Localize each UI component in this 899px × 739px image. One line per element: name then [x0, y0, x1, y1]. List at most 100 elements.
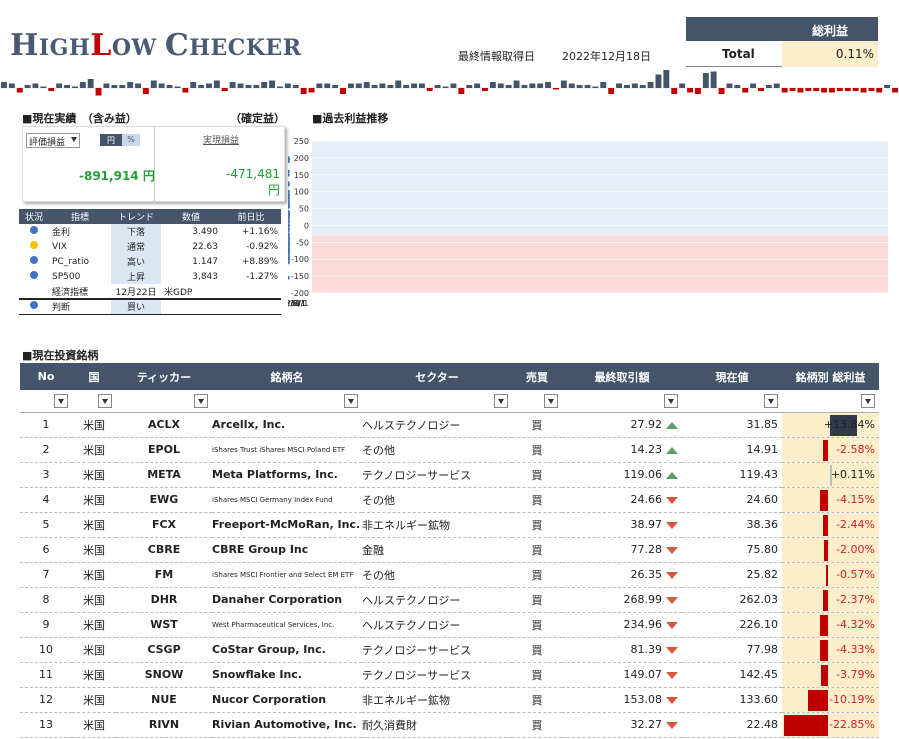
holding-profit: -2.44%: [836, 518, 875, 531]
indicator-change: +8.89%: [241, 256, 278, 267]
sparkline-bar: [868, 88, 875, 91]
econ-date: 12月22日: [115, 287, 157, 298]
col-header-country: 国: [72, 363, 116, 390]
sparkline-bar: [387, 85, 394, 88]
holding-side: 買: [512, 637, 562, 663]
filter-dropdown[interactable]: [494, 393, 508, 408]
title-part: L: [90, 28, 112, 63]
sparkline-bar: [829, 88, 835, 93]
holding-row[interactable]: 13 米国 RIVN Rivian Automotive, Inc. 耐久消費財買 32.…: [20, 712, 879, 738]
holding-row[interactable]: 7 米国 FM iShares MSCI Frontier and Select EM…: [20, 562, 879, 588]
sparkline-bar: [695, 88, 701, 94]
holding-ticker: CBRE: [116, 537, 212, 563]
holdings-table: No 国 ティッカー 銘柄名 セクター 売買 最終取引額 現在値 銘柄別 総利益…: [20, 363, 879, 738]
sparkline-bar: [190, 82, 197, 88]
holding-name: Meta Platforms, Inc.: [212, 462, 362, 488]
sparkline-bar: [87, 79, 94, 88]
sparkline-bar: [245, 85, 252, 88]
profit-point: [288, 157, 290, 162]
sparkline-bar: [316, 83, 323, 88]
triangle-up-icon: [666, 471, 678, 479]
holding-side: 買: [512, 687, 562, 713]
holding-row[interactable]: 1 米国 ACLX Arcellx, Inc. ヘルステクノロジー買 27.92 31.85…: [20, 412, 879, 438]
filter-dropdown[interactable]: [54, 393, 68, 408]
y-tick-label: -150: [291, 272, 309, 281]
filter-dropdown[interactable]: [861, 393, 875, 408]
total-profit-row: Total 0.11%: [686, 41, 878, 67]
unit-percent-toggle[interactable]: %: [122, 134, 140, 146]
holding-country: 米国: [72, 562, 116, 588]
profit-bar: [823, 589, 828, 611]
sparkline-bar: [624, 85, 630, 88]
sparkline-bar: [505, 85, 512, 88]
realized-link[interactable]: 実現損益: [203, 136, 240, 146]
profit-point: [288, 200, 290, 204]
holding-sector: 金融: [362, 537, 512, 563]
holding-last-trade: 77.28: [630, 543, 663, 556]
profit-point: [288, 228, 290, 233]
status-dot-icon: [30, 271, 38, 279]
profit-point: [288, 189, 290, 194]
holding-row[interactable]: 5 米国 FCX Freeport-McMoRan, Inc. 非エネルギー鉱物買 38.…: [20, 512, 879, 538]
sparkline-bar: [64, 85, 70, 88]
triangle-down-icon: [666, 496, 678, 504]
holding-row[interactable]: 8 米国 DHR Danaher Corporation ヘルステクノロジー買 268.9…: [20, 587, 879, 613]
sparkline-bar: [213, 80, 220, 88]
holding-last-trade: 268.99: [623, 593, 663, 606]
holding-current: 77.98: [682, 637, 782, 663]
title-part: OW: [111, 35, 165, 61]
sparkline-bar: [135, 83, 141, 88]
profit-bar: [823, 514, 828, 536]
holding-row[interactable]: 2 米国 EPOL iShares Trust iShares MSCI Poland…: [20, 437, 879, 463]
holding-profit: -3.79%: [836, 668, 875, 681]
holding-name: iShares MSCI Frontier and Select EM ETF: [212, 562, 362, 588]
holding-side: 買: [512, 537, 562, 563]
status-dot-icon: [30, 226, 38, 234]
filter-dropdown[interactable]: [664, 393, 678, 408]
indicator-row: PC_ratio 高い 1.147 +8.89%: [19, 254, 281, 269]
triangle-down-icon: [666, 671, 678, 679]
holding-row[interactable]: 6 米国 CBRE CBRE Group Inc 金融買 77.28 75.80 -2.00%: [20, 537, 879, 563]
metric-select[interactable]: 評価損益: [26, 133, 80, 148]
x-tick-label: 2022/6/1: [288, 299, 306, 308]
holding-row[interactable]: 3 米国 META Meta Platforms, Inc. テクノロジーサービス買 11…: [20, 462, 879, 488]
metric-select-value: 評価損益: [29, 138, 66, 148]
sparkline-bar: [521, 85, 528, 88]
unit-yen-toggle[interactable]: 円: [100, 134, 122, 146]
realized-amount: -471,481 円: [226, 167, 280, 197]
holding-name: Danaher Corporation: [212, 587, 362, 613]
holding-last-trade: 24.66: [630, 493, 663, 506]
filter-dropdown[interactable]: [194, 393, 208, 408]
holding-row[interactable]: 4 米国 EWG iShares MSCI Germany Index Fund その他…: [20, 487, 879, 513]
holding-row[interactable]: 12 米国 NUE Nucor Corporation 非エネルギー鉱物買 153.08 1…: [20, 687, 879, 713]
holding-current: 25.82: [682, 562, 782, 588]
holding-row[interactable]: 11 米国 SNOW Snowflake Inc. テクノロジーサービス買 149.07 1…: [20, 662, 879, 688]
holding-last-trade: 27.92: [630, 418, 663, 431]
holding-profit: -0.57%: [836, 568, 875, 581]
indicator-value: 3,843: [192, 271, 218, 282]
sparkline-bar: [513, 80, 520, 88]
col-header-ticker: ティッカー: [116, 363, 212, 390]
total-value: 0.11%: [782, 41, 878, 67]
sparkline-bar: [40, 86, 47, 88]
holding-side: 買: [512, 487, 562, 513]
sparkline-bar: [48, 88, 55, 91]
filter-dropdown[interactable]: [544, 393, 558, 408]
filter-dropdown[interactable]: [764, 393, 778, 408]
holding-row[interactable]: 9 米国 WST West Pharmaceutical Services, Inc.…: [20, 612, 879, 638]
filter-dropdown[interactable]: [98, 393, 112, 408]
holding-profit: -2.37%: [836, 593, 875, 606]
total-label: Total: [722, 47, 755, 61]
sparkline-bar: [458, 88, 465, 94]
triangle-down-icon: [666, 646, 678, 654]
holding-ticker: RIVN: [116, 712, 212, 738]
indicator-change: -1.27%: [246, 271, 278, 282]
filter-dropdown[interactable]: [344, 393, 358, 408]
holding-row[interactable]: 10 米国 CSGP CoStar Group, Inc. テクノロジーサービス買 81.…: [20, 637, 879, 663]
sparkline-bar: [363, 82, 370, 88]
holding-country: 米国: [72, 437, 116, 463]
triangle-down-icon: [666, 521, 678, 529]
holding-ticker: EPOL: [116, 437, 212, 463]
profit-bar: [820, 639, 828, 661]
filter-row: [20, 390, 879, 413]
